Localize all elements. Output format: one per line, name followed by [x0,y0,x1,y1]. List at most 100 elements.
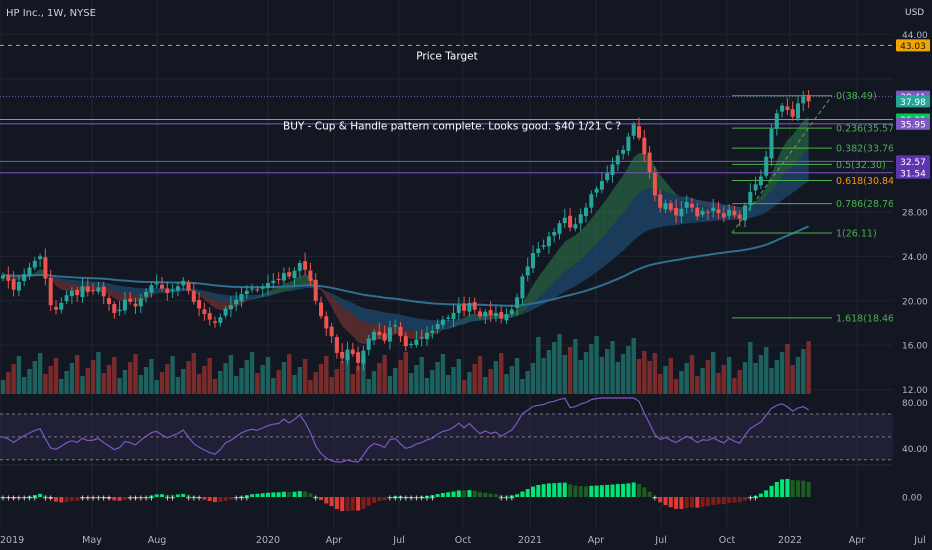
volume-bar [583,352,589,394]
histogram-bar [679,497,684,509]
histogram-bar [774,481,779,497]
cross-marker: + [429,494,436,503]
volume-bar [779,352,785,394]
symbol-title[interactable]: HP Inc., 1W, NYSE [6,8,96,19]
histogram-bar [753,495,758,497]
candle-body [663,203,668,210]
volume-bar [599,357,605,394]
histogram-bar [472,490,477,497]
time-tick-label: 2020 [256,535,280,546]
time-tick-label: Jul [392,535,404,546]
cross-marker: + [16,494,23,503]
cross-marker: + [127,494,134,503]
volume-bar [530,363,536,394]
volume-bar [557,334,562,394]
candle-body [589,194,594,208]
volume-bar [159,372,165,394]
histogram-bar [6,497,11,498]
candle-body [552,232,557,236]
histogram-bar [266,492,270,497]
time-axis-background [0,531,932,550]
volume-bar [69,363,75,394]
histogram-bar [578,486,583,497]
histogram-bar [456,490,461,497]
buy-note-text: BUY - Cup & Handle pattern complete. Loo… [283,120,621,132]
volume-bar [112,357,117,394]
candle-body [716,209,721,214]
histogram-bar [446,492,451,497]
histogram-bar [377,497,382,502]
price-label-box [896,95,930,108]
cross-marker: + [503,494,510,503]
price-label-text: 43.03 [900,42,926,52]
volume-bar [790,365,795,394]
histogram-bar [48,497,53,499]
volume-bar [106,365,112,394]
volume-bar [90,360,96,394]
candle-body [38,256,43,260]
volume-bar [202,366,207,394]
price-axis[interactable]: 12.0016.0020.0024.0028.0044.0043.0338.41… [893,0,932,550]
ema-ribbon-segment [289,279,295,291]
histogram-bar [207,497,212,501]
candle-body [149,285,154,293]
candle-body [96,287,101,292]
ema-ribbon-segment [527,285,533,308]
histogram-bar [737,497,742,503]
histogram-bar [154,494,159,497]
ema-ribbon-segment [660,175,666,192]
ema-ribbon-segment [533,277,539,303]
candle-body [774,113,779,129]
volume-bar [435,362,440,394]
volume-bar [133,354,138,394]
candle-body [144,291,149,297]
candle-body [181,280,186,286]
time-tick-label: Oct [455,535,472,546]
candle-body [637,126,641,138]
ema-ribbon-segment [586,218,592,255]
candle-body [11,279,16,290]
histogram-bar [128,497,133,500]
volume-bar [334,369,340,394]
histogram-bar [1,497,5,498]
volume-bar [801,349,806,394]
cross-marker: + [84,494,91,503]
histogram-bar [764,490,769,497]
volume-bar [446,375,451,394]
histogram-bar [483,492,488,497]
fib-level-label: 1.618(18.46) [836,313,898,324]
histogram-bar [769,485,774,497]
volume-bar [769,368,774,394]
cross-marker: + [47,494,54,503]
ema-ribbon-segment [336,301,343,327]
histogram-bar [716,497,721,505]
cross-marker: + [95,494,102,503]
cross-marker: + [106,494,113,503]
candle-body [133,303,138,307]
candle-body [250,288,255,290]
cross-marker: + [752,494,759,503]
time-axis[interactable]: 2019 May Aug 2020 Apr Jul Oct 2021 Apr Jul Oct 2022… [0,531,932,550]
horizontal-lines-layer [0,44,893,174]
volume-bar [75,355,80,394]
volume-bar [223,363,228,394]
ema-ribbon-segment [119,292,125,301]
price-label-text: 31.54 [900,169,926,179]
ema-ribbon-segment [564,238,571,273]
rsi-tick-label: 40.00 [902,445,928,455]
histogram-bar [191,496,196,498]
candle-body [101,286,106,297]
histogram-bar [748,497,753,499]
candle-body [197,300,202,309]
volume-bar [504,374,509,394]
histogram-bar [149,495,154,497]
price-label-box [896,155,930,168]
volume-bar [85,368,90,394]
volume-bar [642,351,647,394]
volume-bar [196,374,202,394]
histogram-bar [181,493,186,497]
candle-body [266,283,270,289]
histogram-bar [11,497,16,499]
fib-level-label: 0.236(35.57) [836,124,898,135]
candle-body [292,270,297,279]
